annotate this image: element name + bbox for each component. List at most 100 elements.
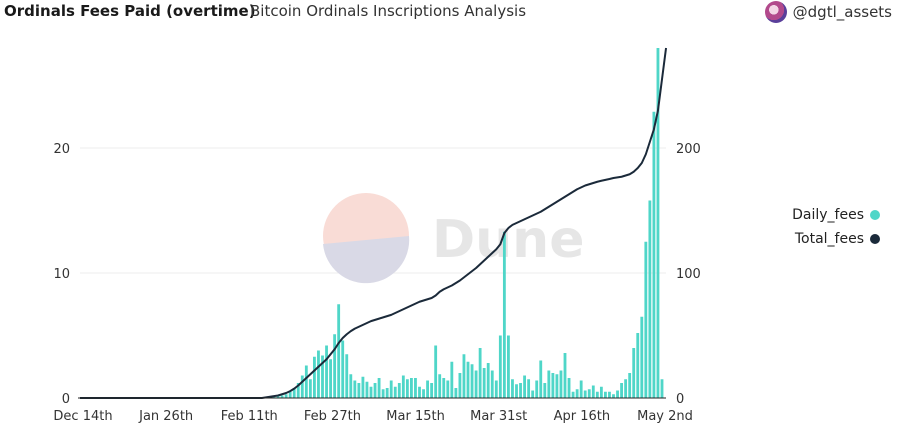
daily-fee-bar	[612, 394, 615, 398]
daily-fee-bar	[579, 380, 583, 398]
daily-fee-bar	[482, 368, 486, 398]
daily-fee-bar	[410, 378, 413, 398]
daily-fee-bar	[599, 386, 603, 398]
daily-fees-bars	[264, 48, 664, 398]
avatar	[764, 1, 787, 23]
daily-fee-bar	[547, 370, 551, 398]
daily-fee-bar	[389, 380, 393, 398]
left-tick-label: 0	[62, 392, 70, 407]
daily-fee-bar	[418, 386, 421, 398]
right-tick-label: 200	[676, 142, 701, 157]
daily-fee-bar	[393, 386, 397, 398]
daily-fee-bar	[442, 378, 446, 398]
daily-fee-bar	[284, 394, 288, 398]
legend-item-daily-fees[interactable]: Daily_fees	[770, 203, 880, 227]
daily-fee-bar	[523, 375, 526, 398]
author-link[interactable]: @dgtl_assets	[764, 1, 892, 23]
daily-fee-bar	[519, 383, 522, 398]
daily-fee-bar	[571, 391, 575, 398]
daily-fee-bar	[377, 378, 381, 398]
daily-fee-bar	[438, 374, 442, 398]
daily-fee-bar	[353, 380, 357, 398]
left-tick-label: 10	[53, 267, 70, 282]
x-tick-label: Apr 16th	[554, 409, 611, 424]
daily-fee-bar	[280, 395, 284, 398]
daily-fee-bar	[636, 333, 640, 398]
daily-fee-bar	[559, 370, 563, 398]
chart-legend: Daily_fees Total_fees	[770, 203, 880, 251]
legend-swatch-total-fees	[870, 234, 880, 244]
daily-fee-bar	[276, 396, 280, 398]
daily-fee-bar	[511, 379, 514, 398]
chart-title: Ordinals Fees Paid (overtime)	[4, 2, 256, 20]
daily-fee-bar	[296, 383, 300, 398]
daily-fee-bar	[292, 388, 296, 398]
daily-fee-bar	[397, 383, 401, 398]
daily-fee-bar	[494, 380, 498, 398]
daily-fee-bar	[656, 48, 660, 398]
daily-fee-bar	[498, 335, 502, 398]
daily-fee-bar	[507, 335, 510, 398]
daily-fee-bar	[539, 360, 543, 398]
daily-fee-bar	[640, 316, 644, 398]
daily-fee-bar	[288, 391, 292, 398]
legend-item-total-fees[interactable]: Total_fees	[770, 227, 880, 251]
daily-fee-bar	[531, 390, 535, 398]
x-axis-ticks: Dec 14th Jan 26th Feb 11th Feb 27th Mar 15th…	[53, 409, 692, 424]
daily-fee-bar	[414, 378, 417, 398]
daily-fee-bar	[308, 379, 312, 398]
daily-fee-bar	[616, 390, 619, 398]
daily-fee-bar	[381, 389, 385, 398]
daily-fee-bar	[486, 363, 490, 398]
daily-fee-bar	[446, 380, 450, 398]
daily-fee-bar	[349, 374, 353, 398]
x-tick-label: Mar 15th	[386, 409, 445, 424]
daily-fee-bar	[535, 380, 539, 398]
daily-fee-bar	[341, 340, 345, 398]
daily-fee-bar	[474, 370, 478, 398]
daily-fee-bar	[543, 383, 547, 398]
watermark-text: Dune	[432, 210, 584, 270]
daily-fee-bar	[608, 391, 611, 398]
daily-fee-bar	[628, 373, 632, 398]
daily-fee-bar	[502, 231, 506, 398]
daily-fee-bar	[591, 385, 595, 398]
daily-fee-bar	[313, 356, 316, 398]
dune-logo-lower-icon	[323, 236, 410, 284]
daily-fee-bar	[373, 383, 377, 398]
daily-fee-bar	[620, 383, 623, 398]
daily-fee-bar	[345, 354, 349, 398]
daily-fee-bar	[333, 334, 337, 398]
daily-fee-bar	[405, 379, 409, 398]
daily-fee-bar	[575, 389, 579, 398]
daily-fee-bar	[401, 375, 405, 398]
daily-fee-bar	[478, 348, 482, 398]
x-tick-label: Feb 11th	[221, 409, 278, 424]
daily-fee-bar	[272, 396, 276, 398]
right-axis-ticks: 0 100 200	[676, 142, 701, 407]
daily-fee-bar	[551, 373, 555, 398]
daily-fee-bar	[555, 374, 559, 398]
daily-fee-bar	[515, 384, 518, 398]
left-axis-ticks: 0 10 20	[53, 142, 70, 407]
daily-fee-bar	[595, 391, 599, 398]
legend-swatch-daily-fees	[870, 210, 880, 220]
chart-header: Ordinals Fees Paid (overtime) Bitcoin Or…	[0, 0, 898, 26]
daily-fee-bar	[567, 378, 571, 398]
daily-fee-bar	[325, 345, 328, 398]
daily-fee-bar	[660, 379, 664, 398]
daily-fee-bar	[434, 345, 438, 398]
daily-fee-bar	[317, 350, 320, 398]
daily-fee-bar	[583, 390, 587, 398]
daily-fee-bar	[304, 365, 308, 398]
daily-fee-bar	[357, 383, 361, 398]
x-tick-label: May 2nd	[637, 409, 693, 424]
daily-fee-bar	[321, 355, 324, 398]
daily-fee-bar	[369, 386, 373, 398]
daily-fee-bar	[470, 364, 474, 398]
daily-fee-bar	[361, 376, 365, 398]
daily-fee-bar	[648, 200, 652, 398]
x-tick-label: Mar 31st	[470, 409, 527, 424]
x-tick-label: Dec 14th	[53, 409, 112, 424]
